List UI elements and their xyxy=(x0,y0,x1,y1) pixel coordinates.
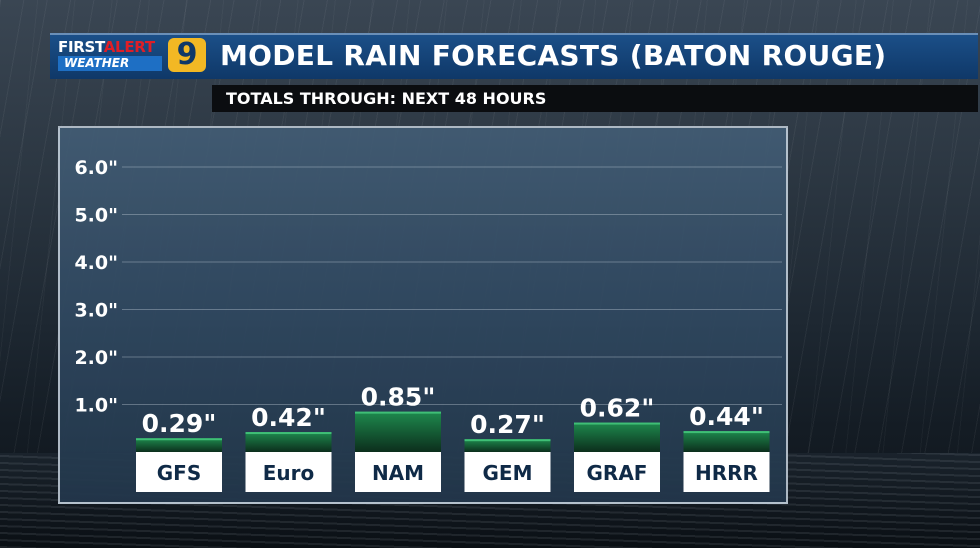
category-label-box xyxy=(683,452,770,492)
y-tick-label: 4.0" xyxy=(74,252,118,274)
category-label-box xyxy=(355,452,441,492)
category-label-box xyxy=(136,452,222,492)
page-subtitle: TOTALS THROUGH: NEXT 48 HOURS xyxy=(226,89,547,108)
y-tick-label: 3.0" xyxy=(74,300,118,322)
page-title: MODEL RAIN FORECASTS (BATON ROUGE) xyxy=(220,39,887,72)
channel-9-badge: 9 xyxy=(168,38,206,72)
logo-alert-text: ALERT xyxy=(103,38,155,56)
category-label: NAM xyxy=(372,461,424,485)
bar-nam xyxy=(355,411,441,452)
logo-first-alert: FIRSTALERT xyxy=(58,39,155,55)
category-label: GFS xyxy=(157,461,201,485)
bar-highlight xyxy=(683,431,770,434)
bar-hrrr xyxy=(683,431,770,452)
category-label-box xyxy=(574,452,660,492)
value-label: 0.62" xyxy=(580,394,655,423)
logo-weather-text: WEATHER xyxy=(58,56,162,71)
first-alert-weather-logo: FIRSTALERT WEATHER 9 xyxy=(54,37,212,75)
value-label: 0.85" xyxy=(361,383,436,412)
y-tick-label: 1.0" xyxy=(74,395,118,417)
bar-euro xyxy=(245,432,332,452)
value-label: 0.42" xyxy=(251,403,326,432)
category-label-box xyxy=(464,452,551,492)
category-label: GRAF xyxy=(587,461,648,485)
value-label: 0.27" xyxy=(470,410,545,439)
bar-highlight xyxy=(574,422,660,425)
category-label: HRRR xyxy=(695,461,758,485)
bar-gfs xyxy=(136,438,222,452)
category-label-box xyxy=(245,452,332,492)
y-tick-label: 6.0" xyxy=(74,157,118,179)
bar-gem xyxy=(464,439,551,452)
category-label: GEM xyxy=(483,461,533,485)
y-tick-label: 2.0" xyxy=(74,347,118,369)
bar-highlight xyxy=(464,439,551,442)
bar-highlight xyxy=(355,411,441,414)
value-label: 0.44" xyxy=(689,402,764,431)
bar-highlight xyxy=(245,432,332,435)
value-label: 0.29" xyxy=(142,409,217,438)
y-tick-label: 5.0" xyxy=(74,205,118,227)
bar-highlight xyxy=(136,438,222,441)
subtitle-bar xyxy=(212,85,978,112)
bar-graf xyxy=(574,422,660,452)
logo-first-text: FIRST xyxy=(58,38,104,56)
category-label: Euro xyxy=(263,461,315,485)
